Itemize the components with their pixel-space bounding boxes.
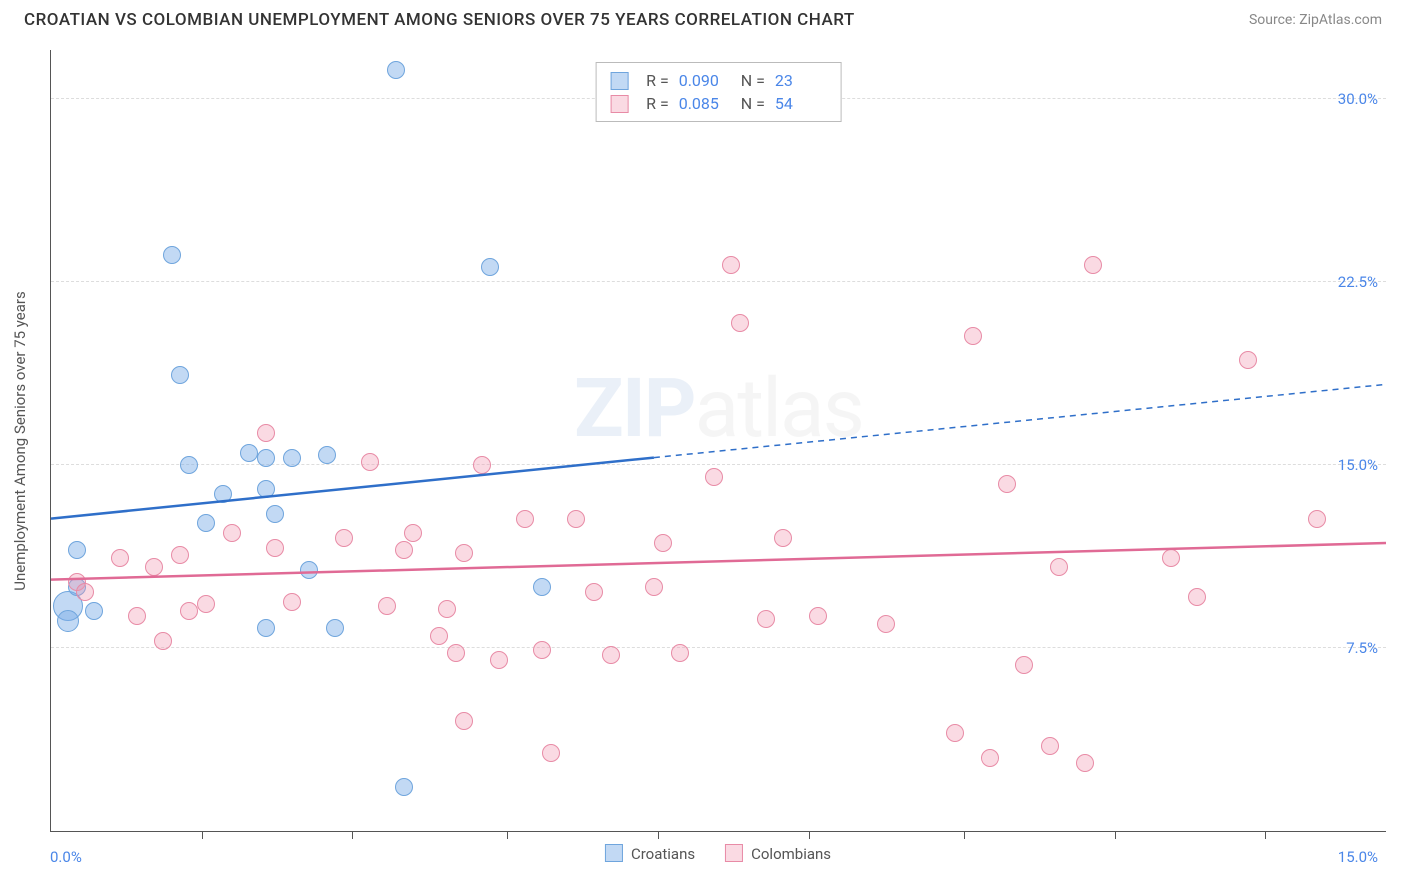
x-tick (507, 831, 508, 839)
legend-row: R =0.085N =54 (610, 92, 827, 115)
x-tick (1115, 831, 1116, 839)
x-tick (1265, 831, 1266, 839)
x-tick (809, 831, 810, 839)
y-axis-title: Unemployment Among Seniors over 75 years (11, 291, 29, 590)
x-tick (964, 831, 965, 839)
trend-lines (51, 50, 1386, 831)
correlation-legend: R =0.090N =23R =0.085N =54 (595, 62, 842, 122)
x-min-label: 0.0% (50, 848, 82, 866)
x-max-label: 15.0% (1338, 848, 1378, 866)
chart-source: Source: ZipAtlas.com (1249, 12, 1382, 28)
legend-item: Colombians (725, 844, 831, 863)
chart-title: CROATIAN VS COLOMBIAN UNEMPLOYMENT AMONG… (24, 10, 855, 30)
legend-item: Croatians (605, 844, 695, 863)
x-tick (202, 831, 203, 839)
legend-row: R =0.090N =23 (610, 69, 827, 92)
x-tick (352, 831, 353, 839)
plot-area: Unemployment Among Seniors over 75 years… (50, 50, 1386, 832)
x-tick (658, 831, 659, 839)
x-axis-labels: 0.0% Croatians Colombians 15.0% (50, 842, 1386, 882)
series-legend: Croatians Colombians (605, 844, 831, 863)
